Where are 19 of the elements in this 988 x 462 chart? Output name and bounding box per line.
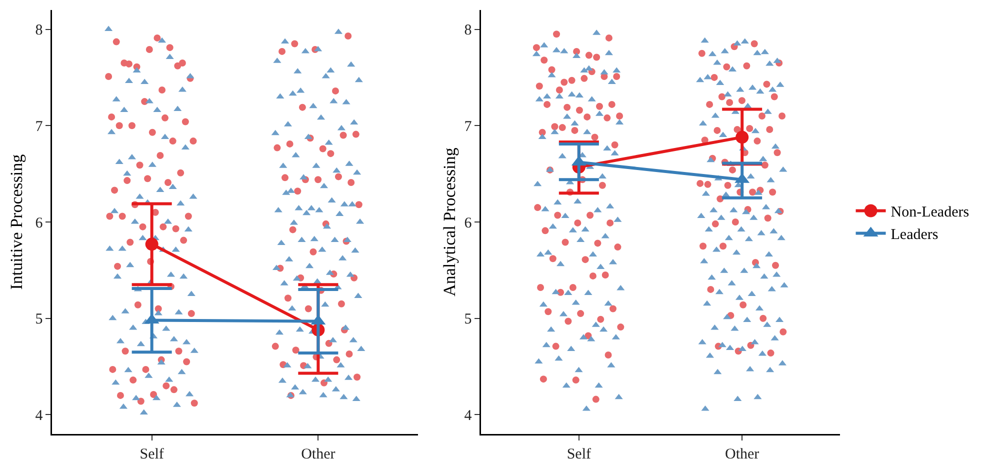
- x-tick-label: Self: [566, 446, 591, 462]
- y-tick-label: 8: [464, 22, 472, 39]
- legend-label: Non-Leaders: [890, 204, 970, 221]
- y-tick-label: 7: [464, 118, 472, 135]
- y-tick-label: 5: [464, 312, 472, 328]
- point: [145, 238, 158, 251]
- y-tick-label: 4: [464, 408, 472, 424]
- y-axis-title: Intuitive Processing: [6, 154, 26, 290]
- y-tick-label: 6: [464, 215, 472, 232]
- y-axis-title: Analytical Processing: [440, 147, 459, 296]
- x-tick-label: Self: [140, 446, 164, 462]
- y-tick-label: 6: [35, 215, 44, 232]
- y-tick-label: 5: [35, 312, 43, 328]
- x-tick-label: Other: [301, 446, 336, 462]
- y-tick-label: 4: [35, 408, 44, 424]
- x-tick-label: Other: [725, 446, 760, 462]
- legend-label: Leaders: [890, 227, 938, 244]
- y-tick-label: 8: [35, 22, 43, 39]
- y-tick-label: 7: [35, 118, 44, 135]
